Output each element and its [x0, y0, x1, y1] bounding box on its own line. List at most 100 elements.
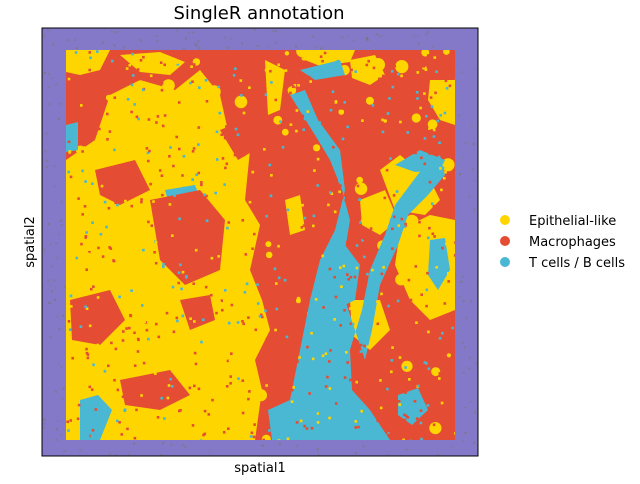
background-speckle: [354, 452, 358, 455]
spot: [224, 77, 228, 81]
spot: [67, 429, 70, 432]
spot: [355, 369, 358, 373]
spot: [217, 138, 221, 142]
spot: [362, 144, 365, 147]
spot: [390, 359, 394, 362]
spot: [350, 220, 353, 223]
spot: [309, 80, 312, 83]
spot: [273, 267, 277, 271]
background-speckle: [63, 449, 66, 453]
spot: [250, 206, 254, 210]
spot: [207, 413, 211, 416]
spot: [406, 83, 410, 86]
spot: [450, 278, 453, 281]
epithelial-spot: [235, 288, 241, 293]
background-speckle: [45, 166, 49, 169]
spot: [108, 356, 111, 360]
spot: [425, 304, 428, 308]
spot: [148, 369, 152, 373]
spot: [169, 146, 172, 149]
spot: [379, 205, 382, 208]
spot: [406, 286, 409, 289]
spot: [413, 399, 417, 403]
spot: [185, 202, 188, 206]
spot: [330, 259, 333, 263]
spot: [277, 276, 281, 280]
spot: [287, 285, 291, 288]
spot: [148, 63, 152, 66]
spot: [222, 96, 225, 99]
spot: [393, 215, 396, 219]
spot: [209, 96, 212, 100]
spot: [349, 322, 353, 325]
spot: [204, 212, 208, 216]
spot: [135, 115, 139, 119]
spot: [387, 304, 390, 308]
spot: [124, 175, 127, 179]
spot: [410, 336, 414, 339]
spot: [277, 439, 281, 440]
epithelial-spot: [190, 168, 196, 174]
spot: [436, 217, 440, 220]
spot: [333, 275, 336, 279]
spot: [194, 255, 198, 259]
spot: [357, 425, 360, 429]
spot: [96, 343, 100, 347]
background-speckle: [295, 45, 298, 48]
spot: [146, 151, 150, 155]
spot: [250, 431, 254, 435]
epithelial-spot: [296, 296, 301, 301]
spot: [351, 122, 355, 125]
spot: [359, 221, 362, 224]
background-speckle: [139, 39, 142, 42]
spot: [128, 64, 132, 67]
background-speckle: [162, 442, 165, 445]
spot: [185, 276, 188, 279]
spot: [155, 121, 158, 124]
spot: [75, 256, 79, 260]
spot: [354, 70, 357, 73]
spot: [281, 153, 284, 156]
epithelial-spot: [411, 113, 421, 123]
spot: [161, 124, 165, 128]
spot: [215, 311, 218, 315]
spot: [160, 203, 163, 206]
spot: [295, 129, 298, 133]
spot: [397, 224, 401, 227]
spot: [121, 171, 125, 174]
spot: [236, 414, 239, 418]
spot: [162, 265, 165, 269]
background-speckle: [75, 47, 78, 50]
background-speckle: [176, 30, 179, 33]
spot: [345, 429, 348, 433]
spot: [221, 79, 225, 82]
spot: [154, 261, 158, 265]
spot: [181, 270, 185, 274]
spot: [91, 221, 94, 224]
spot: [154, 372, 157, 375]
spot: [426, 404, 430, 407]
spot: [175, 316, 179, 320]
spot: [103, 200, 107, 204]
spot: [110, 267, 113, 270]
spot: [365, 63, 369, 67]
spot: [157, 325, 161, 328]
spot: [144, 418, 148, 421]
spot: [363, 344, 366, 348]
spot: [249, 435, 253, 438]
spot: [197, 308, 201, 311]
background-speckle: [413, 34, 416, 37]
spot: [88, 51, 92, 54]
background-speckle: [208, 449, 211, 452]
spot: [114, 201, 117, 205]
spot: [125, 327, 128, 330]
background-speckle: [61, 397, 64, 400]
spot: [328, 267, 332, 271]
background-speckle: [473, 441, 476, 444]
spot: [241, 320, 244, 323]
spot: [108, 130, 112, 133]
spot: [313, 169, 316, 172]
spot: [156, 115, 160, 118]
spot: [388, 311, 392, 314]
spot: [251, 247, 254, 250]
